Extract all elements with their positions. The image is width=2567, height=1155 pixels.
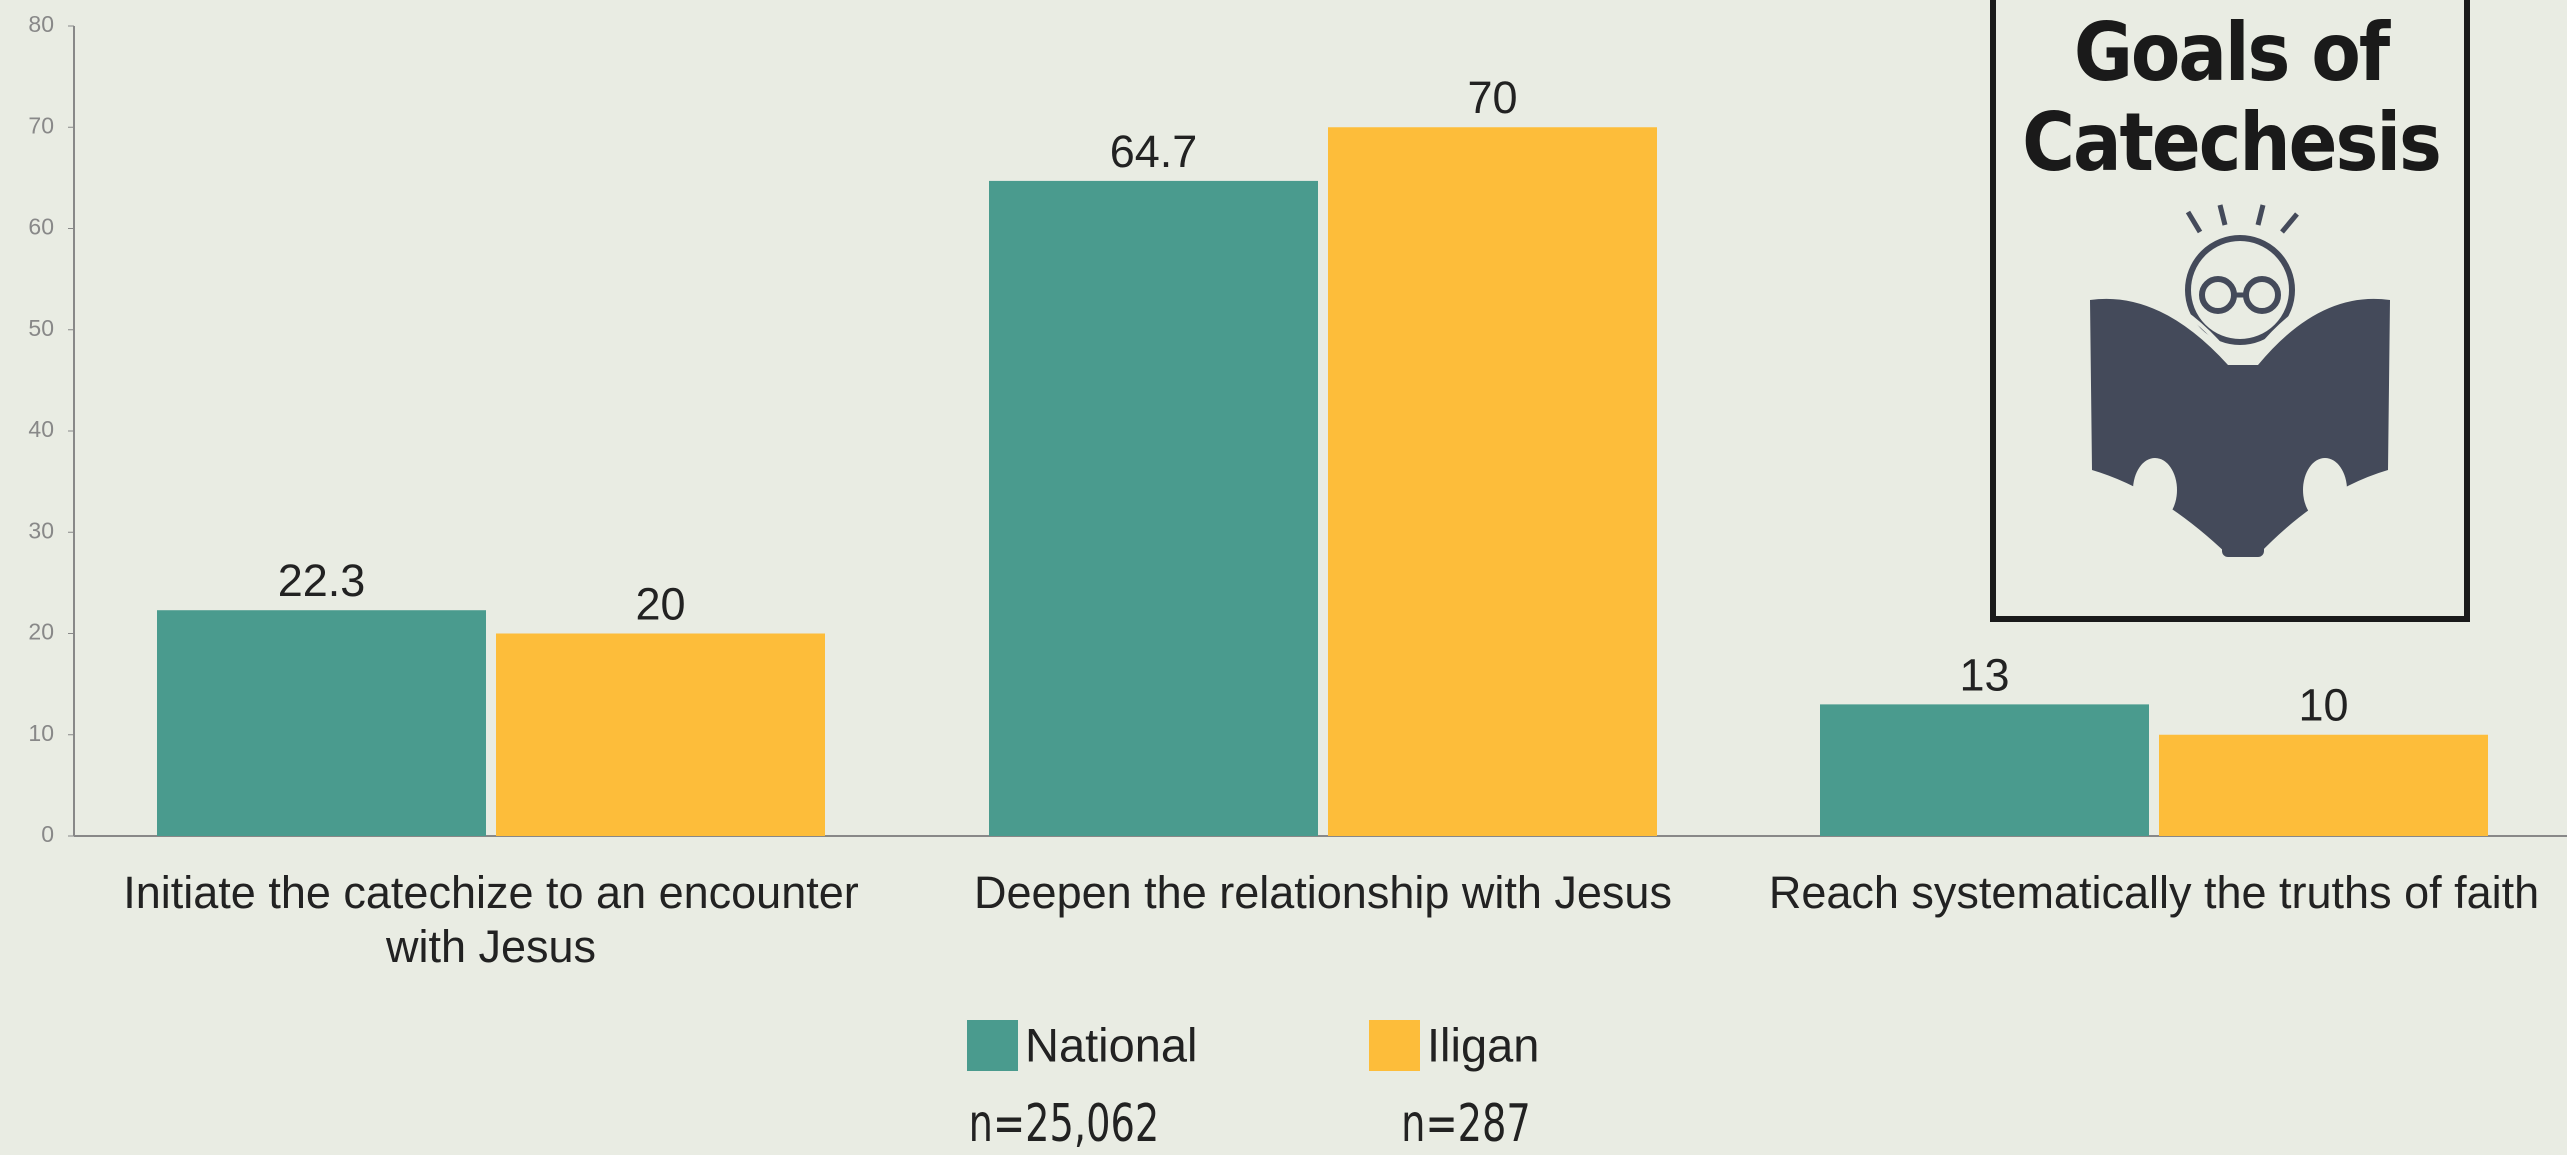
value-label: 20 <box>635 578 685 629</box>
bar <box>1328 127 1657 836</box>
legend-swatch <box>967 1020 1018 1071</box>
bar <box>1820 704 2149 836</box>
value-label: 70 <box>1467 72 1517 123</box>
legend-label: Iligan <box>1427 1018 1539 1071</box>
sample-size: n=287 <box>1401 1094 1531 1154</box>
title-box <box>1990 0 2470 622</box>
y-tick-label: 80 <box>28 11 54 37</box>
legend-swatch <box>1369 1020 1420 1071</box>
y-tick-label: 20 <box>28 619 54 645</box>
y-tick-label: 10 <box>28 720 54 746</box>
x-tick-label: Reach systematically the truths of faith <box>1768 867 2540 918</box>
y-tick-label: 60 <box>28 214 54 240</box>
bar <box>2159 734 2488 836</box>
bar <box>496 633 825 836</box>
value-label: 22.3 <box>278 555 366 606</box>
value-label: 13 <box>1959 649 2009 700</box>
y-tick-label: 0 <box>41 821 54 847</box>
legend-label: National <box>1025 1018 1197 1071</box>
y-tick-label: 70 <box>28 112 54 138</box>
chart-title: Goals of Catechesis <box>2022 6 2442 189</box>
value-label: 64.7 <box>1110 126 1198 177</box>
y-tick-label: 30 <box>28 517 54 543</box>
book-icon <box>2090 204 2390 557</box>
x-tick-label: Deepen the relationship with Jesus <box>974 867 1672 918</box>
value-label: 10 <box>2298 680 2348 731</box>
y-tick-label: 40 <box>28 416 54 442</box>
bar <box>989 180 1318 837</box>
bar <box>157 610 486 836</box>
y-tick-label: 50 <box>28 315 54 341</box>
sample-size: n=25,062 <box>969 1094 1160 1154</box>
x-tick-label: Initiate the catechize to an encounter w… <box>123 867 859 972</box>
